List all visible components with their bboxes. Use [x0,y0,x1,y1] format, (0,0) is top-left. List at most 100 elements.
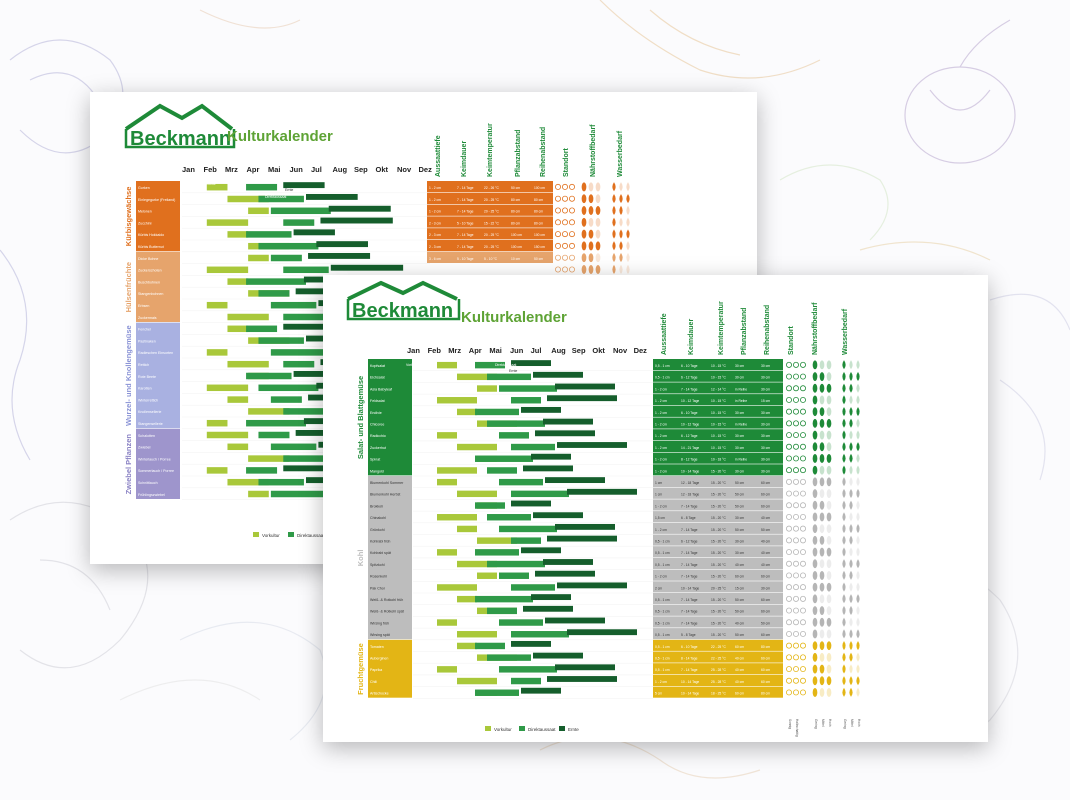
table-cell: 1 - 2 cm [655,458,667,462]
direktaussaat-bar [487,420,545,427]
water-drop-icon [849,640,853,651]
crop-name: Winterlauch / Porree [138,457,171,461]
leaf-icon [826,512,832,522]
sun-icon [800,677,806,684]
sun-icon [562,266,568,273]
table-row [653,359,783,371]
water-drop-icon [842,465,846,475]
sun-icon [786,595,792,602]
table-cell: 15 - 22 °C [484,221,499,225]
crop-name: Auberginen [370,656,388,660]
direktaussaat-bar [475,408,519,416]
table-cell: 22 - 25 °C [711,645,726,649]
water-drop-icon [849,371,853,381]
sun-icon [555,195,561,202]
table-cell: 30 cm [761,434,770,438]
crop-name: Spinat [370,458,380,462]
water-drop-icon [849,605,853,615]
leaf-icon [812,676,818,686]
table-cell: 5 - 10 °C [484,257,498,261]
water-drop-icon [856,652,860,662]
ernte-bar [511,360,551,367]
table-cell: 6 - 8 Tage [681,516,696,520]
table-row [653,522,783,534]
scale-label: Mittel [821,719,825,727]
sun-icon [562,242,568,249]
ernte-bar [521,547,561,554]
water-drop-icon [842,371,846,381]
table-row [653,663,783,675]
leaf-icon [812,454,818,463]
direktaussaat-bar [511,443,555,451]
table-cell: 2 - 3 cm [429,245,441,249]
sun-icon [793,630,799,637]
water-drop-icon [849,488,853,498]
crop-name: Kürbis Hokkaido [138,233,164,237]
crop-name: Artischocke [370,692,389,696]
table-cell: 7 - 14 Tage [681,551,698,555]
legend-swatch-vorkultur [253,532,259,537]
table-cell: 6 - 12 Tage [681,539,698,543]
sun-icon [800,502,806,509]
page-title: Kulturkalender [461,309,567,326]
leaf-icon [812,606,818,615]
water-drop-icon [856,371,860,381]
table-cell: 6 - 10 Tage [681,411,698,415]
sun-icon [793,373,799,380]
legend-vorkultur: Vorkultur [494,727,512,732]
water-drop-icon [619,193,623,204]
table-cell: 1 - 2 cm [655,446,667,450]
leaf-icon [826,489,832,498]
table-cell: 1 - 2 cm [655,469,667,473]
ernte-bar [295,288,348,295]
direktaussaat-bar [283,360,315,368]
table-row [653,604,783,616]
table-row [653,593,783,605]
leaf-icon [819,430,825,440]
water-drop-icon [842,442,846,452]
table-cell: 30 cm [735,516,744,520]
sun-icon [800,595,806,602]
water-drop-icon [612,229,616,239]
leaf-icon [581,241,587,251]
table-cell: 7 - 14 Tage [681,504,698,508]
crop-name: Zucchini [138,221,152,225]
direktaussaat-bar [246,372,292,380]
water-drop-icon [849,629,853,639]
sun-icon [786,490,792,497]
ernte-bar [521,406,561,413]
month-header: Jan Feb Mrz Apr Mai Jun Jul Aug Sep Okt Nov Dez [407,346,647,355]
water-drop-icon [849,594,853,604]
water-drop-icon [856,430,860,440]
crop-name: Wirsing früh [370,621,389,625]
water-drop-icon [612,217,616,227]
legend-swatch-direktaussaat [519,726,525,731]
vorkultur-bar [457,595,477,603]
sun-icon [793,677,799,684]
leaf-icon [812,418,818,428]
sun-icon [793,385,799,392]
water-drop-icon [856,360,860,370]
table-cell: 100 cm [534,186,545,190]
leaf-icon [826,571,832,580]
water-drop-icon [849,453,853,463]
sun-icon [786,549,792,556]
table-cell: 100 cm [511,233,522,237]
table-cell: 60 cm [761,668,770,672]
leaf-icon [819,664,825,674]
crop-name: Fenchel [138,328,151,332]
water-drop-icon [856,488,860,498]
month-label: Dez [419,165,433,174]
table-cell: 40 cm [761,563,770,567]
direktaussaat-bar [258,290,290,297]
water-drop-icon [842,535,846,545]
brand-name: Beckmann [130,128,231,150]
vorkultur-bar [437,584,477,591]
table-cell: 40 cm [761,539,770,543]
table-row [653,440,783,452]
leaf-icon [826,430,832,440]
direktaussaat-bar [258,242,319,250]
table-cell: 7 - 14 Tage [681,610,698,614]
table-cell: 10 - 15 °C [711,422,726,426]
table-cell: 20 - 25 °C [711,586,726,590]
